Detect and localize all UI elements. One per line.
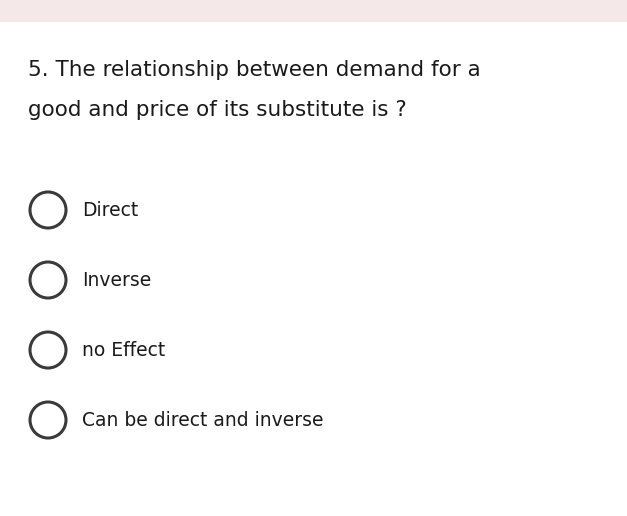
Ellipse shape bbox=[30, 262, 66, 298]
Text: Direct: Direct bbox=[82, 201, 138, 219]
Text: no Effect: no Effect bbox=[82, 341, 166, 360]
Text: Can be direct and inverse: Can be direct and inverse bbox=[82, 411, 324, 429]
Ellipse shape bbox=[30, 192, 66, 228]
Text: 5. The relationship between demand for a: 5. The relationship between demand for a bbox=[28, 60, 481, 80]
Text: good and price of its substitute is ?: good and price of its substitute is ? bbox=[28, 100, 407, 120]
Ellipse shape bbox=[30, 332, 66, 368]
FancyBboxPatch shape bbox=[0, 0, 627, 22]
Text: Inverse: Inverse bbox=[82, 270, 151, 289]
Ellipse shape bbox=[30, 402, 66, 438]
